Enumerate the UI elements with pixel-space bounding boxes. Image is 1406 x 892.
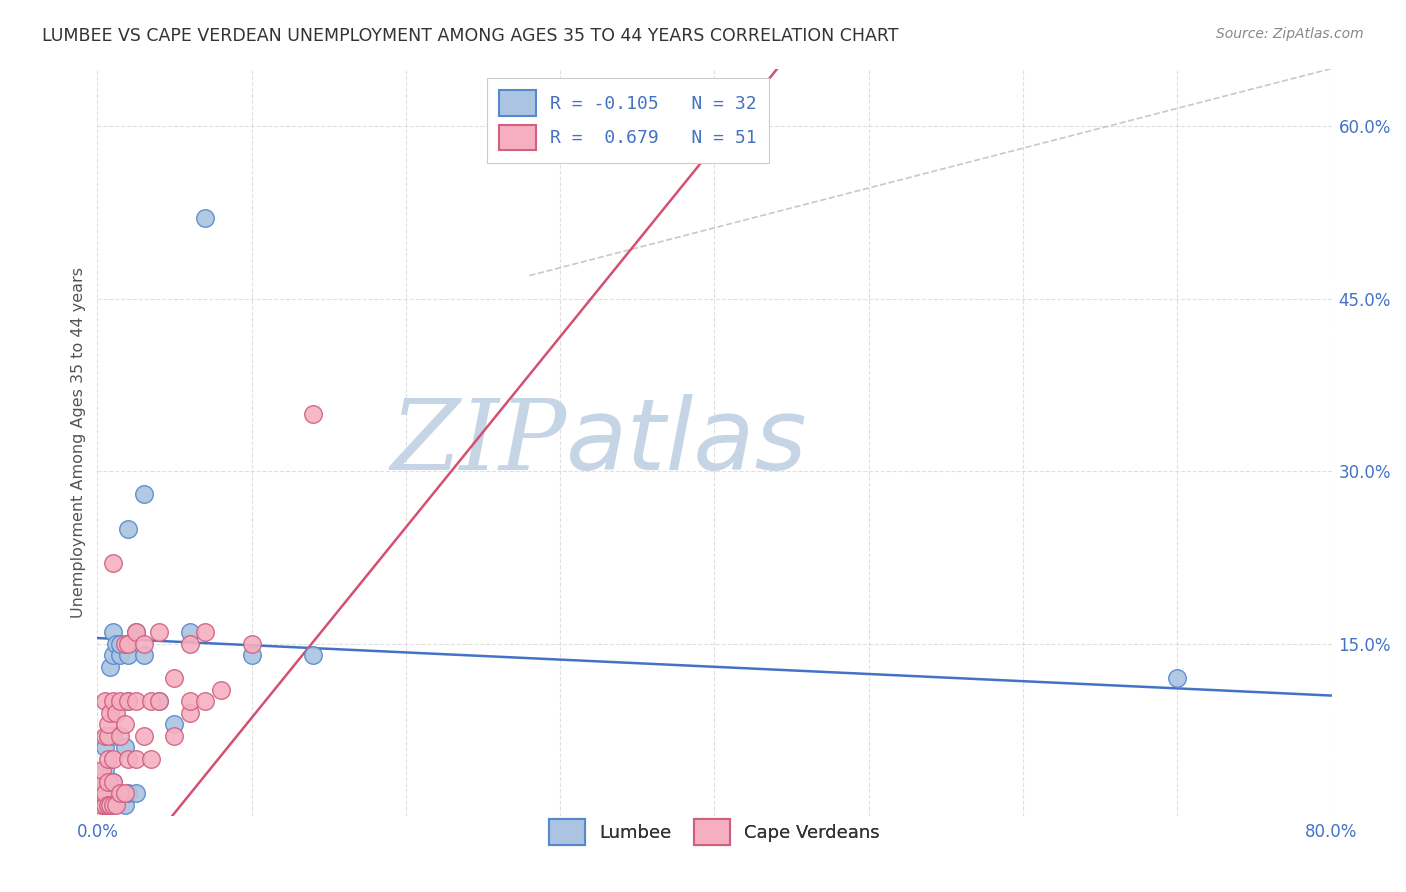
Point — [101, 775, 124, 789]
Point — [114, 717, 136, 731]
Point — [114, 786, 136, 800]
Point — [91, 775, 114, 789]
Point — [1166, 671, 1188, 685]
Point — [94, 786, 117, 800]
Point — [98, 797, 121, 812]
Point — [110, 694, 132, 708]
Point — [163, 729, 186, 743]
Point — [117, 752, 139, 766]
Point — [117, 522, 139, 536]
Point — [110, 786, 132, 800]
Point — [94, 797, 117, 812]
Text: ZIP: ZIP — [389, 395, 567, 490]
Point — [302, 407, 325, 421]
Point — [141, 752, 163, 766]
Point — [91, 797, 114, 812]
Point — [91, 786, 114, 800]
Point — [91, 764, 114, 778]
Legend: Lumbee, Cape Verdeans: Lumbee, Cape Verdeans — [541, 813, 887, 852]
Point — [94, 797, 117, 812]
Point — [110, 729, 132, 743]
Point — [240, 648, 263, 663]
Point — [132, 729, 155, 743]
Point — [209, 682, 232, 697]
Point — [125, 625, 148, 640]
Point — [132, 648, 155, 663]
Point — [94, 775, 117, 789]
Point — [240, 637, 263, 651]
Text: LUMBEE VS CAPE VERDEAN UNEMPLOYMENT AMONG AGES 35 TO 44 YEARS CORRELATION CHART: LUMBEE VS CAPE VERDEAN UNEMPLOYMENT AMON… — [42, 27, 898, 45]
Point — [91, 797, 114, 812]
Point — [117, 694, 139, 708]
Point — [97, 775, 120, 789]
Point — [114, 740, 136, 755]
Point — [97, 729, 120, 743]
Point — [148, 694, 170, 708]
Point — [94, 764, 117, 778]
Point — [98, 660, 121, 674]
Point — [97, 717, 120, 731]
Point — [125, 786, 148, 800]
Point — [194, 694, 217, 708]
Point — [94, 740, 117, 755]
Point — [94, 786, 117, 800]
Point — [148, 625, 170, 640]
Point — [163, 717, 186, 731]
Point — [97, 752, 120, 766]
Point — [117, 637, 139, 651]
Point — [101, 556, 124, 570]
Point — [101, 729, 124, 743]
Point — [104, 706, 127, 720]
Point — [117, 648, 139, 663]
Point — [194, 211, 217, 225]
Text: Source: ZipAtlas.com: Source: ZipAtlas.com — [1216, 27, 1364, 41]
Point — [125, 625, 148, 640]
Point — [179, 694, 201, 708]
Point — [179, 706, 201, 720]
Text: atlas: atlas — [567, 394, 808, 491]
Point — [98, 786, 121, 800]
Point — [125, 752, 148, 766]
Point — [104, 786, 127, 800]
Y-axis label: Unemployment Among Ages 35 to 44 years: Unemployment Among Ages 35 to 44 years — [72, 267, 86, 618]
Point — [179, 625, 201, 640]
Point — [101, 752, 124, 766]
Point — [163, 671, 186, 685]
Point — [117, 694, 139, 708]
Point — [104, 797, 127, 812]
Point — [114, 637, 136, 651]
Point — [141, 694, 163, 708]
Point — [94, 694, 117, 708]
Point — [302, 648, 325, 663]
Point — [132, 637, 155, 651]
Point — [125, 694, 148, 708]
Point — [97, 797, 120, 812]
Point — [148, 694, 170, 708]
Point — [117, 786, 139, 800]
Point — [101, 694, 124, 708]
Point — [179, 637, 201, 651]
Point — [110, 637, 132, 651]
Point — [101, 648, 124, 663]
Point — [98, 706, 121, 720]
Point — [101, 775, 124, 789]
Point — [101, 797, 124, 812]
Point — [132, 487, 155, 501]
Point — [110, 648, 132, 663]
Point — [104, 637, 127, 651]
Point — [194, 625, 217, 640]
Point — [94, 729, 117, 743]
Point — [114, 797, 136, 812]
Point — [101, 625, 124, 640]
